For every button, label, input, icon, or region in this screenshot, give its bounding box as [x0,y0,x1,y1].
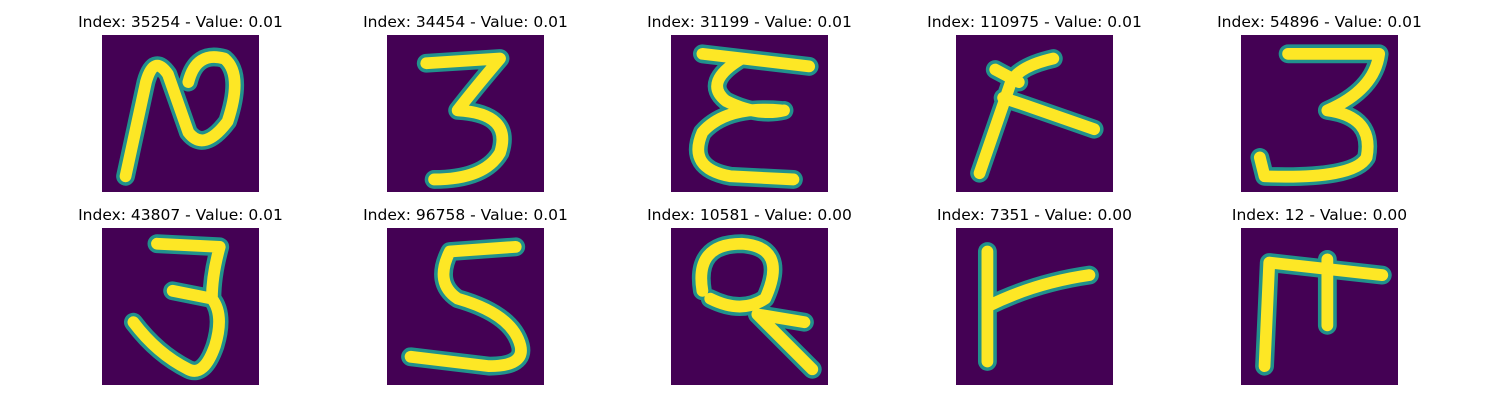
glyph-clip [1255,249,1392,376]
panel-title: Index: 54896 - Value: 0.01 [1217,13,1422,31]
glyph-clip [688,44,819,189]
glyph-clip [416,49,512,189]
panel-title: Index: 43807 - Value: 0.01 [78,206,283,224]
panel-title: Index: 12 - Value: 0.00 [1232,206,1407,224]
handwritten-glyph [688,44,819,189]
panel-grid: Index: 35254 - Value: 0.01 Index: 34454 -… [78,13,1422,385]
handwritten-glyph [970,49,1104,183]
image-panel: Index: 31199 - Value: 0.01 [647,13,852,192]
image-panel: Index: 110975 - Value: 0.01 [927,13,1142,192]
glyph-clip [1250,44,1389,187]
panel-title: Index: 34454 - Value: 0.01 [363,13,568,31]
image-panel: Index: 12 - Value: 0.00 [1232,206,1407,385]
glyph-clip [116,47,245,186]
handwritten-glyph [123,234,230,381]
handwritten-glyph [401,237,531,376]
handwritten-glyph [1255,249,1392,376]
panel-title: Index: 35254 - Value: 0.01 [78,13,283,31]
glyph-clip [977,242,1099,371]
image-panel: Index: 10581 - Value: 0.00 [647,206,852,385]
handwritten-glyph [116,47,245,186]
glyph-clip [970,49,1104,183]
image-panel: Index: 7351 - Value: 0.00 [937,206,1132,385]
glyph-clip [123,234,230,381]
handwritten-glyph [416,49,512,189]
panel-title: Index: 96758 - Value: 0.01 [363,206,568,224]
handwritten-glyph [691,234,822,379]
handwritten-glyph [1250,44,1389,187]
panel-title: Index: 31199 - Value: 0.01 [647,13,852,31]
panel-title: Index: 10581 - Value: 0.00 [647,206,852,224]
panel-title: Index: 110975 - Value: 0.01 [927,13,1142,31]
panel-title: Index: 7351 - Value: 0.00 [937,206,1132,224]
glyph-clip [691,234,822,379]
handwritten-glyph [977,242,1099,371]
image-panel: Index: 34454 - Value: 0.01 [363,13,568,192]
image-panel: Index: 96758 - Value: 0.01 [363,206,568,385]
image-panel: Index: 54896 - Value: 0.01 [1217,13,1422,192]
image-panel: Index: 43807 - Value: 0.01 [78,206,283,385]
glyph-clip [401,237,531,376]
image-panel: Index: 35254 - Value: 0.01 [78,13,283,192]
